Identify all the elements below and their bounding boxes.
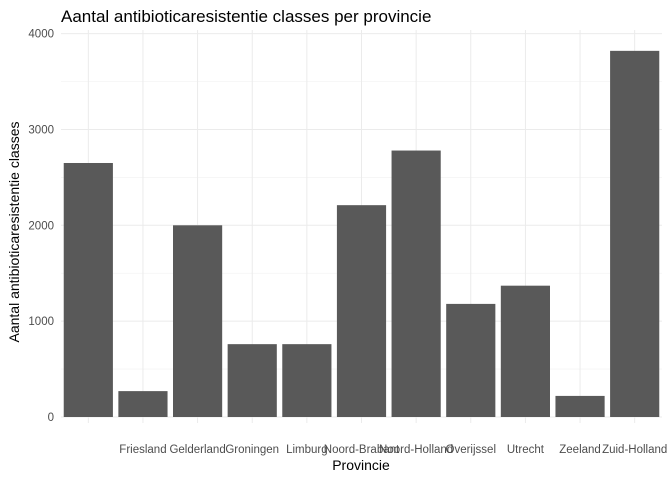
x-tick-label: Utrecht <box>507 444 545 456</box>
y-tick-label: 3000 <box>28 124 54 136</box>
bar <box>391 150 441 418</box>
bar <box>336 205 387 417</box>
chart-title: Aantal antibioticaresistentie classes pe… <box>61 7 431 26</box>
x-tick-label: Zeeland <box>559 444 601 456</box>
x-tick-label: Noord-Holland <box>379 444 453 456</box>
x-tick-label: Groningen <box>225 444 279 456</box>
bar <box>118 391 168 417</box>
y-axis-ticks: 0 1000 2000 3000 4000 <box>28 29 54 424</box>
x-tick-label: Zuid-Holland <box>602 444 667 456</box>
x-axis-title: Provincie <box>332 457 390 473</box>
bar <box>227 344 277 417</box>
y-tick-label: 2000 <box>28 220 54 232</box>
y-tick-label: 4000 <box>28 29 54 41</box>
bar <box>173 225 223 417</box>
bars <box>63 50 660 418</box>
x-axis-ticks: Friesland Gelderland Groningen LimburgNoord… <box>119 444 667 456</box>
y-tick-label: 1000 <box>28 316 54 328</box>
y-axis-title: Aantal antibioticaresistentie classes <box>6 121 22 342</box>
x-tick-label: Limburg <box>286 444 328 456</box>
x-tick-label: Friesland <box>119 444 166 456</box>
x-tick-label: Noord-Brabant <box>324 444 400 456</box>
bar <box>610 50 660 418</box>
bar <box>446 303 496 417</box>
bar <box>555 395 605 417</box>
bar <box>282 344 332 417</box>
bar <box>63 162 113 417</box>
x-tick-label: Gelderland <box>169 444 225 456</box>
bar <box>500 285 550 417</box>
y-tick-label: 0 <box>48 412 54 424</box>
x-tick-label: Overijssel <box>446 444 496 456</box>
